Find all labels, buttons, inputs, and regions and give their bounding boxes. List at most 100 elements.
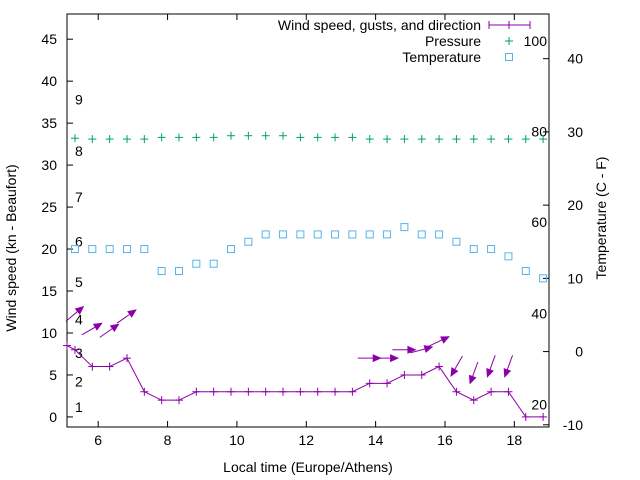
y-tick-label: 15 <box>41 283 57 299</box>
temperature-point <box>261 230 270 239</box>
wind-point <box>88 362 97 371</box>
temperature-point <box>105 245 114 254</box>
wind-arrow <box>116 309 137 324</box>
legend-temperature-marker <box>505 53 513 61</box>
wind-arrow <box>99 323 120 338</box>
y-tick-label: 30 <box>41 157 57 173</box>
wind-arrow-head <box>486 368 494 378</box>
wind-point <box>175 396 184 405</box>
pressure-point <box>487 135 496 144</box>
pressure-point <box>435 135 444 144</box>
x-tick-label: 8 <box>164 432 172 448</box>
wind-series <box>63 341 548 421</box>
pressure-point <box>192 133 201 142</box>
pressure-point <box>122 135 131 144</box>
plot-border <box>66 13 550 428</box>
y-tick-label: 0 <box>49 409 57 425</box>
pressure-point <box>279 131 288 140</box>
wind-point <box>365 379 374 388</box>
pressure-point <box>296 133 305 142</box>
legend-temperature-label: Temperature <box>402 49 481 65</box>
wind-point <box>348 387 357 396</box>
pressure-point <box>521 135 530 144</box>
wind-point <box>400 370 409 379</box>
wind-arrow <box>65 305 85 322</box>
pressure-point <box>175 133 184 142</box>
pressure-point <box>417 135 426 144</box>
wind-point <box>296 387 305 396</box>
y-axis-label: Wind speed (kn - Beaufort) <box>3 164 19 331</box>
wind-arrow-head <box>390 354 400 363</box>
wind-arrow-head <box>423 345 434 353</box>
temperature-point <box>383 230 392 239</box>
pressure-point <box>539 135 548 144</box>
pressure-point <box>400 135 409 144</box>
temperature-point <box>157 267 166 276</box>
pressure-point <box>504 135 513 144</box>
wind-point <box>192 387 201 396</box>
y-tick-label: 40 <box>41 73 57 89</box>
temperature-point <box>452 237 461 246</box>
wind-arrow-head <box>468 374 477 385</box>
wind-point <box>487 387 496 396</box>
y2-axis-label: Temperature (C - F) <box>593 157 609 280</box>
beaufort-label: 1 <box>75 399 83 415</box>
pressure-point <box>209 133 218 142</box>
fahrenheit-label: 100 <box>524 33 548 49</box>
wind-point <box>521 412 530 421</box>
legend-pressure-sample <box>505 37 513 45</box>
beaufort-label: 7 <box>75 189 83 205</box>
temperature-point <box>435 230 444 239</box>
wind-point <box>209 387 218 396</box>
x-tick-label: 14 <box>368 432 384 448</box>
wind-arrow <box>503 355 514 378</box>
wind-point <box>227 387 236 396</box>
wind-point <box>417 370 426 379</box>
temperature-point <box>331 230 340 239</box>
fahrenheit-label: 80 <box>531 124 547 140</box>
pressure-point <box>157 133 166 142</box>
temperature-point <box>365 230 374 239</box>
x-axis-ticks: 6 8 10 12 14 16 18 <box>94 14 522 448</box>
x-tick-label: 10 <box>229 432 245 448</box>
legend-wind-sample <box>488 21 531 29</box>
y2-tick-label: -10 <box>563 417 583 433</box>
temperature-point <box>140 245 149 254</box>
wind-arrow-head <box>407 345 417 354</box>
pressure-point <box>70 134 79 143</box>
wind-point <box>122 354 131 363</box>
y2-tick-label: 10 <box>567 270 583 286</box>
wind-point <box>70 345 79 354</box>
pressure-point <box>452 135 461 144</box>
pressure-point <box>140 135 149 144</box>
beaufort-label: 6 <box>75 233 83 249</box>
pressure-point <box>331 133 340 142</box>
y2-tick-label: 40 <box>567 51 583 67</box>
wind-arrow-head <box>503 368 512 378</box>
wind-point <box>539 412 548 421</box>
pressure-point <box>383 135 392 144</box>
wind-point <box>140 387 149 396</box>
y2-tick-label: 20 <box>567 197 583 213</box>
wind-point <box>383 379 392 388</box>
x-tick-label: 16 <box>437 432 453 448</box>
x-axis-label: Local time (Europe/Athens) <box>223 459 393 475</box>
wind-point <box>313 387 322 396</box>
temperature-point <box>175 267 184 276</box>
wind-point <box>452 387 461 396</box>
wind-arrow <box>81 322 103 336</box>
x-tick-label: 6 <box>94 432 102 448</box>
y-tick-label: 5 <box>49 367 57 383</box>
y-tick-label: 45 <box>41 31 57 47</box>
y-tick-label: 35 <box>41 115 57 131</box>
temperature-series <box>70 223 548 283</box>
beaufort-label: 5 <box>75 274 83 290</box>
temperature-point <box>521 267 530 276</box>
pressure-point <box>227 131 236 140</box>
pressure-point <box>88 135 97 144</box>
x-tick-label: 18 <box>507 432 523 448</box>
y2-axis-ticks: -10 0 10 20 30 40 <box>543 51 583 433</box>
beaufort-label: 8 <box>75 143 83 159</box>
temperature-point <box>417 230 426 239</box>
